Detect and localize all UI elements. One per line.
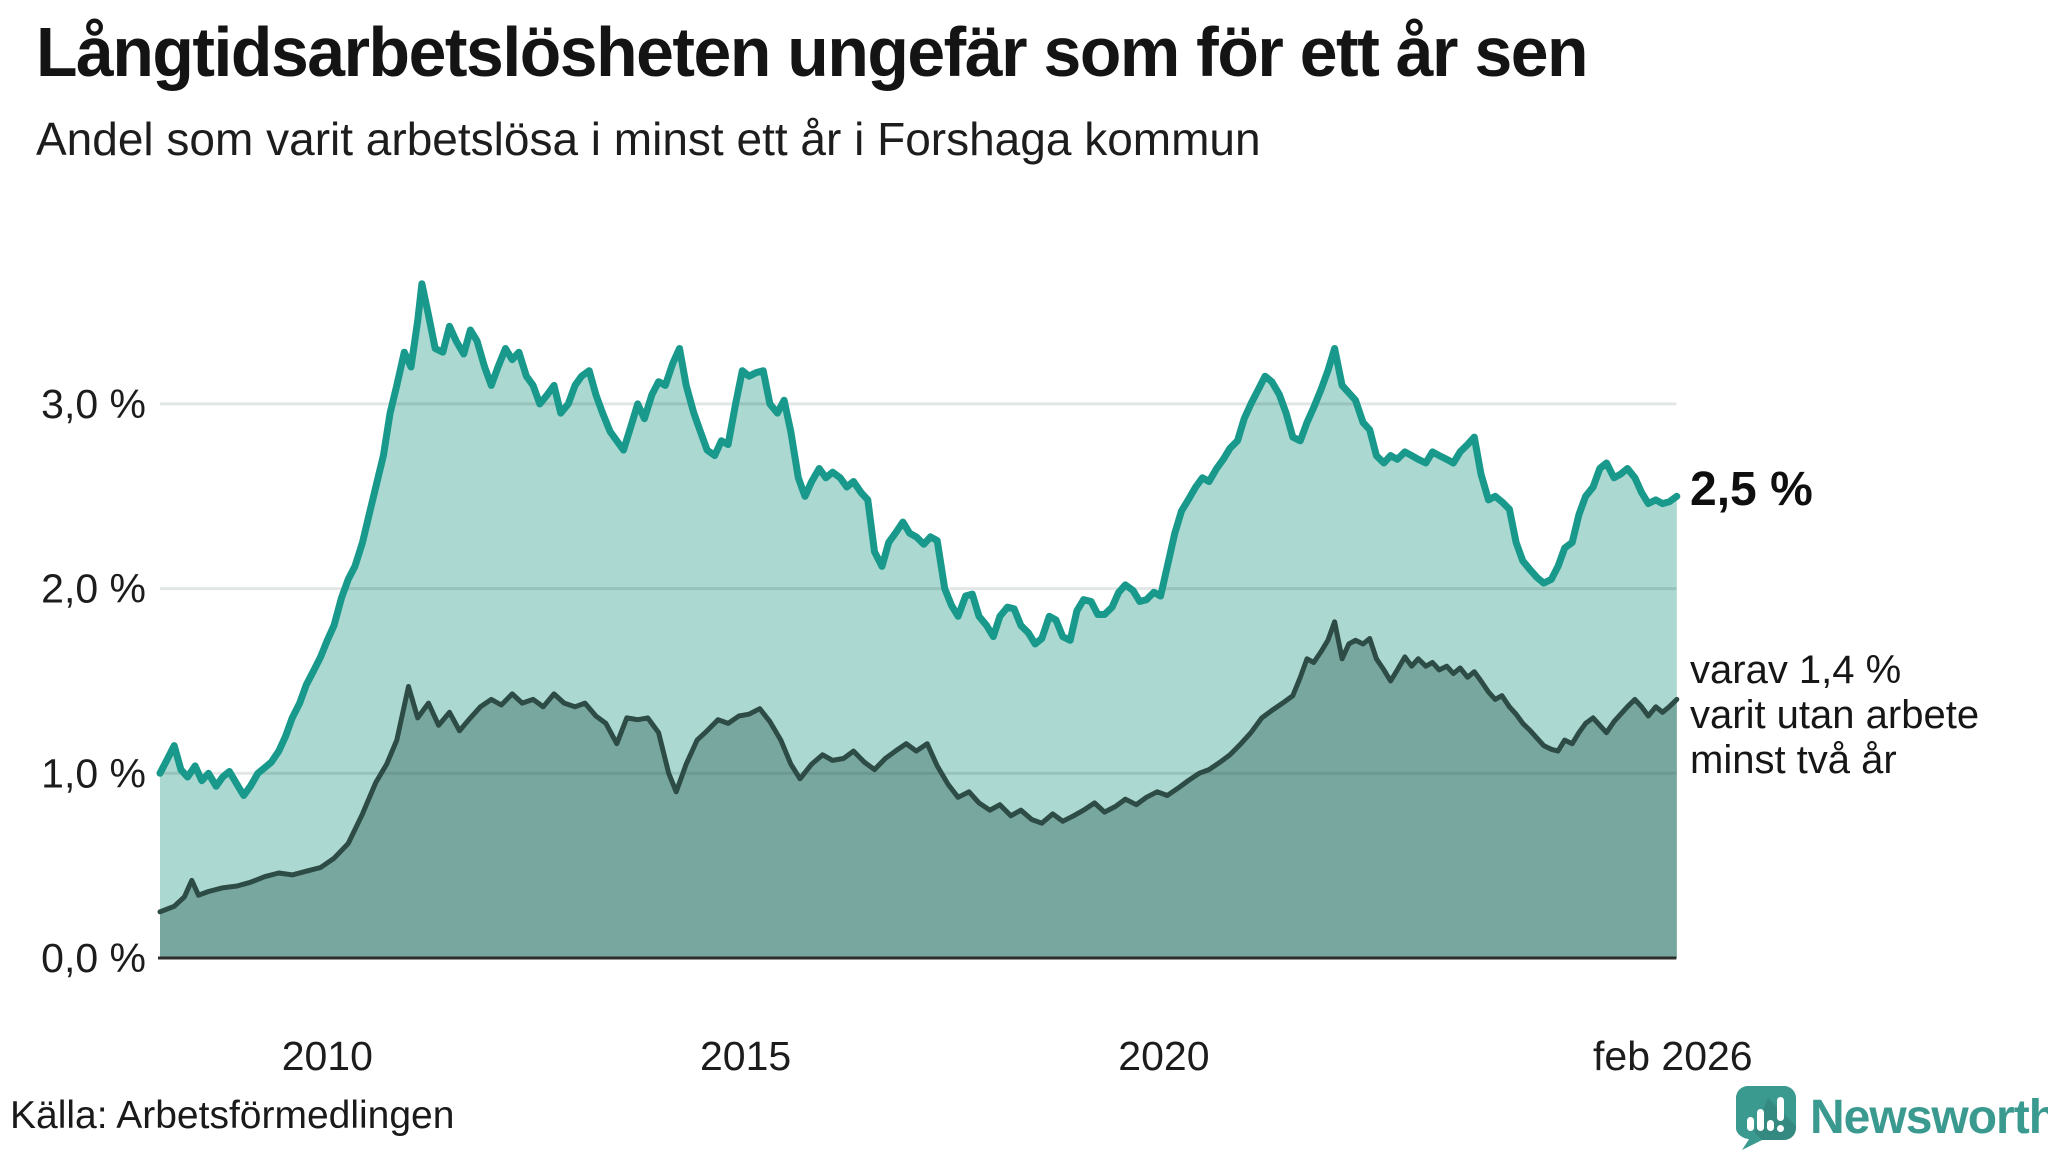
x-tick-label: feb 2026 <box>1593 1033 1753 1079</box>
newsworthy-logo-text: Newsworthy <box>1810 1090 2048 1144</box>
x-tick-label: 2015 <box>700 1033 791 1079</box>
y-tick-label: 2,0 % <box>41 566 146 612</box>
x-tick-label: 2010 <box>282 1033 373 1079</box>
annotation-two-year-line3: minst två år <box>1690 738 1897 782</box>
y-tick-label: 1,0 % <box>41 750 146 796</box>
x-tick-label: 2020 <box>1118 1033 1209 1079</box>
y-tick-label: 3,0 % <box>41 381 146 427</box>
annotation-latest-total: 2,5 % <box>1690 463 1813 516</box>
annotation-two-year: varav 1,4 % varit utan arbete minst två … <box>1690 648 1979 783</box>
newsworthy-logo-icon <box>1736 1086 1796 1150</box>
source-note: Källa: Arbetsförmedlingen <box>10 1094 455 1137</box>
two-year-line <box>157 619 1680 915</box>
page-subtitle: Andel som varit arbetslösa i minst ett å… <box>36 113 1261 165</box>
annotation-two-year-line1: varav 1,4 % <box>1690 648 1902 692</box>
newsworthy-logo: Newsworthy <box>1734 1084 2048 1150</box>
annotation-two-year-line2: varit utan arbete <box>1690 693 1980 737</box>
total-line <box>156 280 1681 799</box>
page-title: Långtidsarbetslösheten ungefär som för e… <box>36 13 1589 91</box>
y-tick-label: 0,0 % <box>41 935 146 981</box>
